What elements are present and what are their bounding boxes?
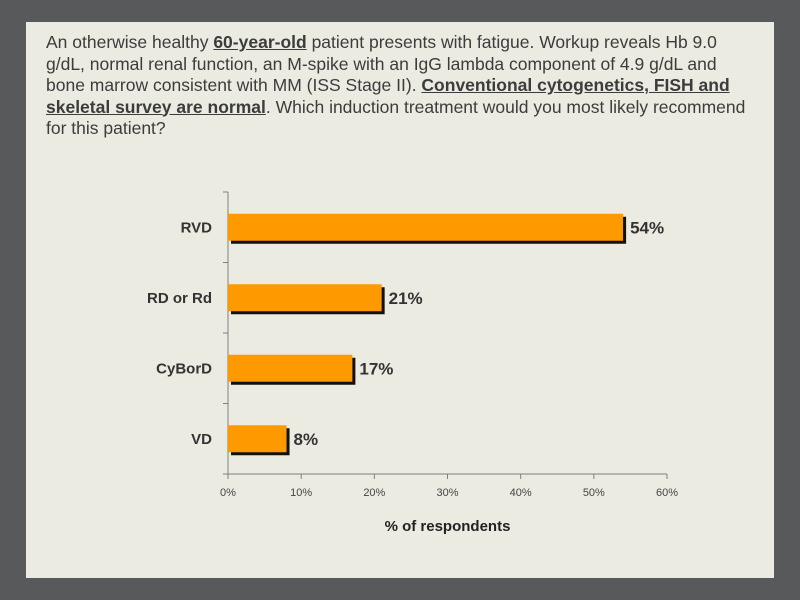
question-fragment: An otherwise healthy: [46, 32, 214, 52]
question-emphasis: 60-year-old: [213, 32, 307, 52]
x-tick-label: 60%: [656, 487, 678, 499]
x-tick-label: 20%: [363, 487, 385, 499]
slide: An otherwise healthy 60-year-old patient…: [26, 22, 774, 578]
value-label: 54%: [630, 218, 664, 237]
value-label: 8%: [294, 430, 319, 449]
question-fragment: . Which induction treatment would you mo…: [46, 96, 746, 139]
question-emphasis: Conventional cytogenetics, FISH and skel…: [46, 75, 730, 117]
bar: [228, 213, 624, 241]
x-tick-label: 0%: [220, 487, 236, 499]
bar: [228, 284, 382, 312]
x-axis-title: % of respondents: [385, 518, 511, 535]
category-label: RD or Rd: [147, 290, 212, 307]
value-label: 21%: [389, 289, 423, 308]
bar-chart: RVD 54% RD or Rd 21% CyBorD 17% VD 8% 0% 10% 20% 30…: [147, 191, 678, 535]
x-tick-label: 40%: [510, 487, 532, 499]
question-fragment: patient presents with fatigue. Workup re…: [46, 32, 717, 95]
category-label: VD: [191, 431, 212, 448]
bar: [228, 425, 287, 453]
category-label: CyBorD: [156, 360, 212, 377]
x-tick-label: 10%: [290, 487, 312, 499]
x-tick-label: 50%: [583, 487, 605, 499]
question-text: An otherwise healthy 60-year-old patient…: [46, 32, 756, 140]
value-label: 17%: [359, 359, 393, 378]
category-label: RVD: [181, 219, 213, 236]
bar: [228, 354, 353, 382]
x-tick-label: 30%: [436, 487, 458, 499]
